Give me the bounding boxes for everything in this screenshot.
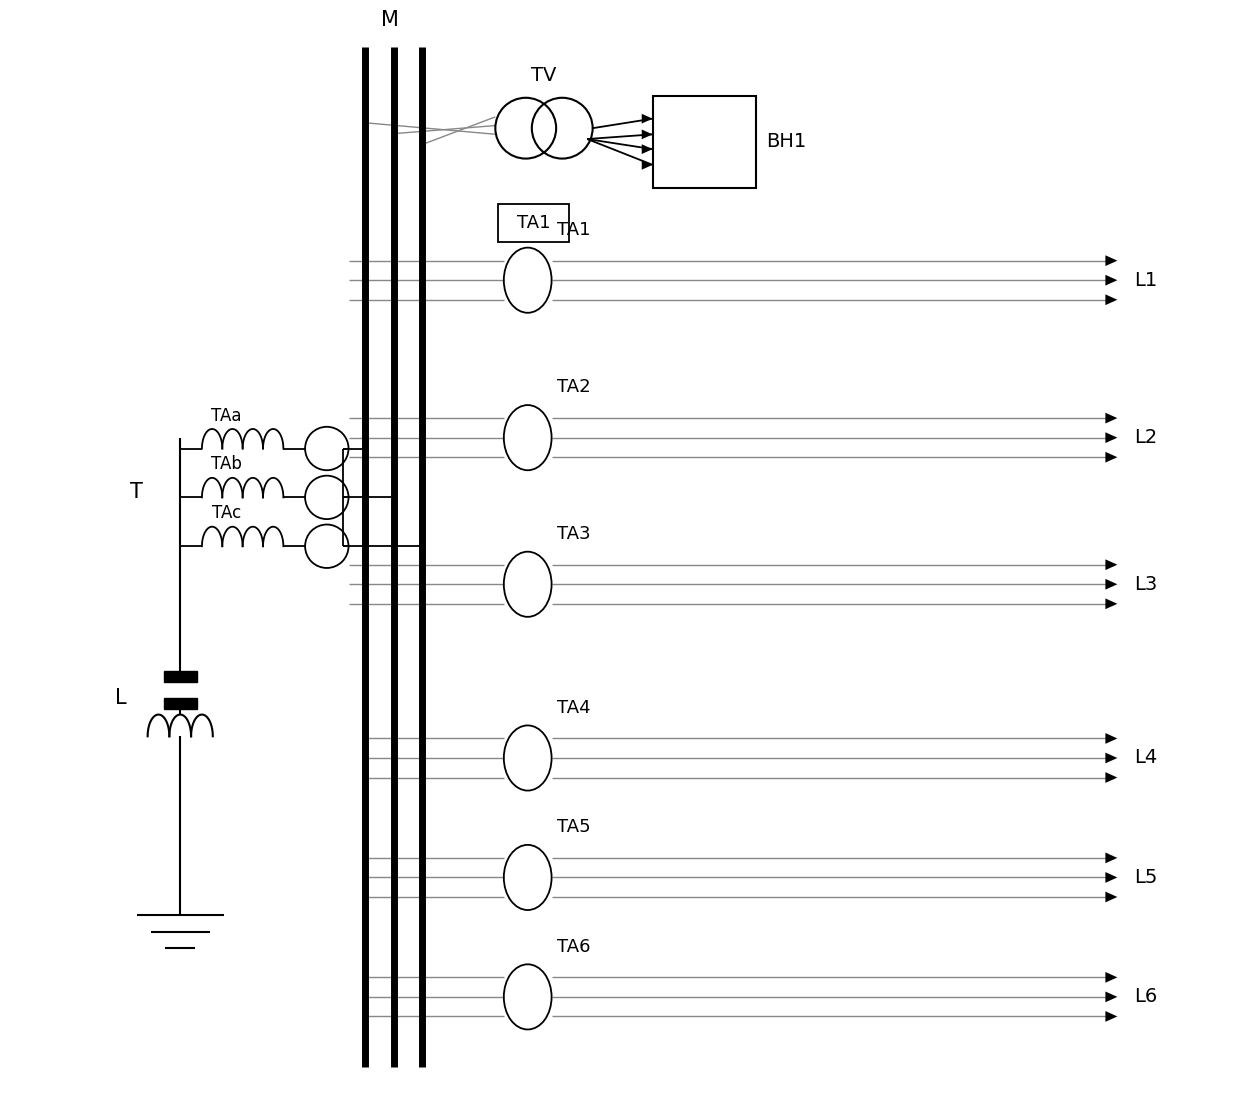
Polygon shape [1105, 1011, 1117, 1022]
Text: TAc: TAc [212, 505, 241, 523]
Text: TA2: TA2 [557, 379, 590, 396]
Polygon shape [1105, 275, 1117, 286]
Polygon shape [1105, 579, 1117, 590]
Text: TA6: TA6 [557, 938, 590, 955]
Polygon shape [1105, 733, 1117, 744]
Text: L2: L2 [1133, 428, 1157, 447]
Text: L1: L1 [1133, 271, 1157, 290]
Bar [652, 95, 755, 188]
Polygon shape [1105, 972, 1117, 983]
Polygon shape [642, 144, 652, 154]
Text: BH1: BH1 [766, 132, 807, 152]
Polygon shape [1105, 452, 1117, 463]
Text: TV: TV [531, 65, 557, 85]
Bar [498, 204, 569, 242]
Polygon shape [1105, 753, 1117, 764]
Polygon shape [1105, 294, 1117, 306]
Text: TA4: TA4 [557, 699, 590, 716]
Text: L6: L6 [1133, 987, 1157, 1006]
Text: TAa: TAa [211, 406, 242, 425]
Text: TA5: TA5 [557, 818, 590, 836]
Polygon shape [1105, 413, 1117, 424]
Polygon shape [1105, 852, 1117, 863]
Polygon shape [1105, 599, 1117, 609]
Polygon shape [642, 130, 652, 139]
Bar [164, 699, 196, 710]
Text: TA1: TA1 [557, 221, 590, 239]
Text: L3: L3 [1133, 575, 1157, 593]
Text: L5: L5 [1133, 868, 1157, 887]
Text: L4: L4 [1133, 748, 1157, 767]
Text: L: L [114, 689, 126, 708]
Polygon shape [642, 159, 652, 169]
Polygon shape [1105, 559, 1117, 570]
Polygon shape [1105, 992, 1117, 1002]
Polygon shape [1105, 872, 1117, 882]
Text: TAb: TAb [211, 455, 242, 474]
Text: TA3: TA3 [557, 525, 590, 544]
Polygon shape [1105, 891, 1117, 902]
Polygon shape [1105, 773, 1117, 783]
Bar [164, 671, 196, 682]
Text: T: T [130, 482, 143, 501]
Text: TA1: TA1 [517, 214, 551, 232]
Polygon shape [642, 114, 652, 124]
Polygon shape [1105, 256, 1117, 266]
Text: M: M [381, 10, 399, 31]
Polygon shape [1105, 432, 1117, 443]
